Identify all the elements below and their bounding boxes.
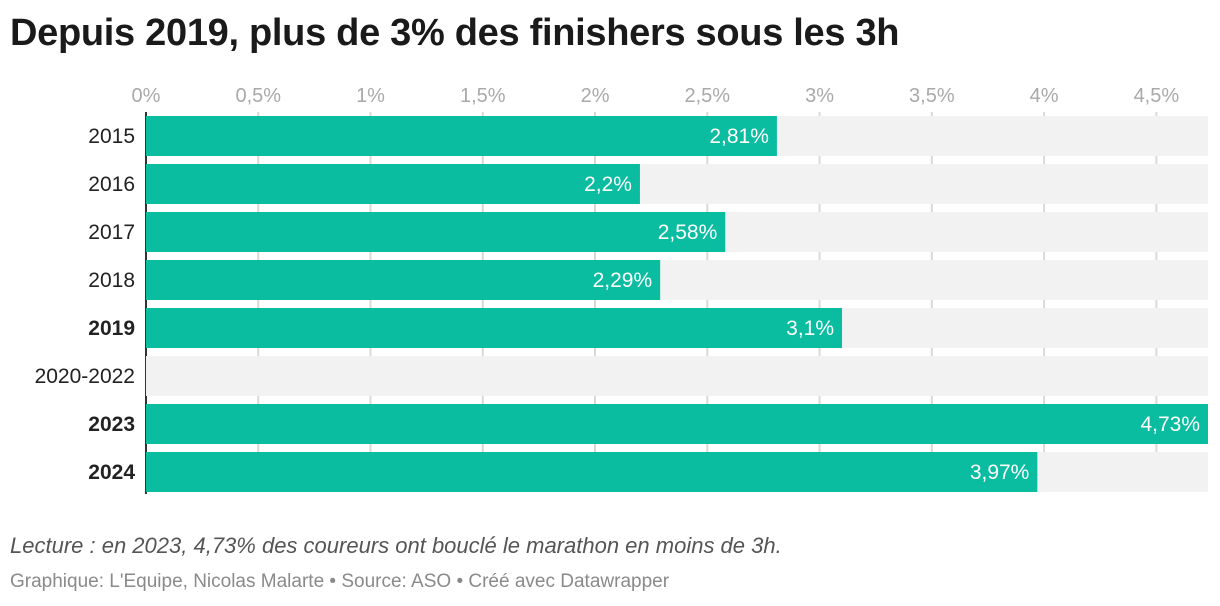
x-tick-label: 2% <box>581 85 610 107</box>
category-label: 2023 <box>88 413 135 436</box>
value-label: 2,29% <box>593 269 653 292</box>
x-tick-label: 1% <box>356 85 385 107</box>
x-tick-label: 2,5% <box>685 85 731 107</box>
x-tick-label: 4% <box>1030 85 1059 107</box>
bar <box>146 452 1038 492</box>
category-label: 2015 <box>88 125 135 148</box>
category-label: 2020-2022 <box>35 365 135 388</box>
x-tick-label: 3% <box>805 85 834 107</box>
x-tick-label: 1,5% <box>460 85 506 107</box>
bar-track <box>146 356 1208 396</box>
category-label: 2017 <box>88 221 135 244</box>
bar-chart: 0% 0,5% 1% 1,5% 2% 2,5% 3% 3,5% 4% 4,5% 2,81% 2015 2… <box>35 85 1208 494</box>
category-label: 2016 <box>88 173 135 196</box>
category-label: 2024 <box>88 461 135 484</box>
x-tick-label: 0% <box>132 85 161 107</box>
bar <box>146 164 640 204</box>
bar <box>146 212 726 252</box>
bar <box>146 404 1208 444</box>
category-label: 2018 <box>88 269 135 292</box>
value-label: 2,58% <box>658 221 718 244</box>
value-label: 4,73% <box>1140 413 1200 436</box>
value-label: 2,81% <box>709 125 769 148</box>
reading-note: Lecture : en 2023, 4,73% des coureurs on… <box>10 533 782 558</box>
bar <box>146 260 661 300</box>
category-label: 2019 <box>88 317 135 340</box>
x-tick-label: 0,5% <box>235 85 281 107</box>
chart-title: Depuis 2019, plus de 3% des finishers so… <box>10 12 900 54</box>
x-tick-label: 3,5% <box>909 85 955 107</box>
value-label: 2,2% <box>584 173 632 196</box>
bar <box>146 116 777 156</box>
value-label: 3,97% <box>970 461 1030 484</box>
x-tick-label: 4,5% <box>1134 85 1180 107</box>
bar <box>146 308 843 348</box>
value-label: 3,1% <box>786 317 834 340</box>
credits-line: Graphique: L'Equipe, Nicolas Malarte • S… <box>10 571 670 592</box>
